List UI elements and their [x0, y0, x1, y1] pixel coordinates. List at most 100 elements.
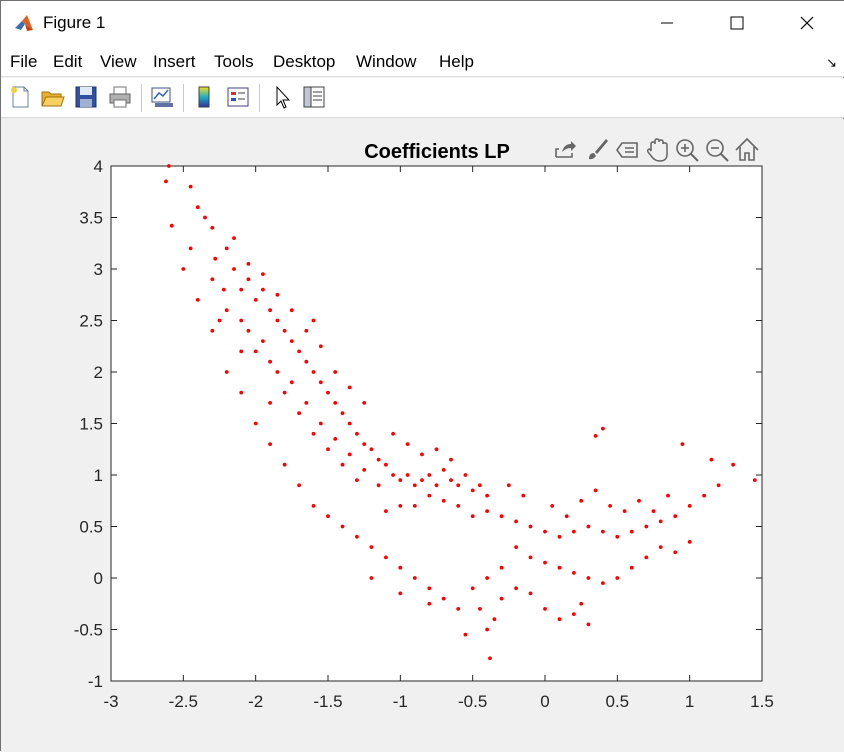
scatter-point: [543, 529, 547, 534]
brush-icon[interactable]: [583, 135, 611, 165]
scatter-point: [449, 457, 453, 462]
save-icon[interactable]: [73, 84, 99, 110]
menu-file[interactable]: File: [10, 52, 38, 71]
title-bar[interactable]: Figure 1: [1, 1, 844, 45]
property-inspector-icon[interactable]: [301, 84, 327, 110]
scatter-point: [362, 401, 367, 405]
scatter-point: [673, 550, 678, 555]
y-axis: -1 -0.5 0 0.5 1 1.5 2 2.5 3 3.5 4: [74, 157, 762, 691]
scatter-point: [203, 215, 207, 220]
window-title: Figure 1: [43, 13, 106, 32]
scatter-point: [521, 493, 526, 498]
scatter-point: [485, 493, 489, 498]
export-icon[interactable]: [551, 135, 579, 165]
data-tips-icon[interactable]: [613, 135, 641, 165]
new-figure-icon[interactable]: [7, 84, 33, 110]
scatter-point: [253, 349, 258, 354]
scatter-point: [514, 519, 518, 524]
print-icon[interactable]: [107, 84, 133, 110]
scatter-point: [427, 601, 432, 606]
x-tick-label: 1: [685, 692, 694, 711]
x-tick-label: -0.5: [458, 692, 487, 711]
zoom-out-icon[interactable]: [703, 135, 731, 165]
menu-window[interactable]: Window: [356, 52, 417, 71]
scatter-point: [579, 601, 584, 606]
insert-legend-icon[interactable]: [225, 84, 251, 110]
scatter-point: [420, 478, 424, 482]
pan-icon[interactable]: [643, 135, 671, 165]
menu-view[interactable]: View: [100, 52, 137, 71]
scatter-point: [434, 447, 439, 452]
menu-desktop[interactable]: Desktop: [273, 52, 336, 71]
scatter-point: [164, 179, 168, 184]
scatter-point: [311, 431, 316, 436]
scatter-point: [528, 591, 533, 596]
scatter-point: [333, 437, 338, 441]
scatter-point: [268, 401, 272, 405]
scatter-point: [499, 514, 504, 519]
scatter-point: [253, 298, 258, 302]
y-tick-label: 1: [94, 466, 103, 485]
scatter-point: [369, 545, 374, 549]
scatter-point: [221, 287, 226, 292]
scatter-point: [318, 421, 323, 426]
scatter-point: [391, 473, 395, 477]
scatter-point: [311, 318, 316, 323]
scatter-point: [391, 431, 395, 436]
scatter-point: [232, 267, 236, 271]
insert-colorbar-icon[interactable]: [191, 84, 217, 110]
scatter-point: [195, 205, 200, 210]
scatter-point: [304, 401, 309, 405]
dock-figure-icon[interactable]: ↘: [826, 55, 837, 70]
scatter-point: [427, 473, 432, 477]
scatter-point: [318, 380, 323, 385]
scatter-point: [666, 493, 670, 498]
scatter-point: [456, 607, 461, 611]
edit-plot-icon[interactable]: [269, 84, 295, 110]
maximize-button[interactable]: [703, 1, 771, 45]
menu-edit[interactable]: Edit: [53, 52, 83, 71]
scatter-point: [629, 529, 634, 534]
zoom-in-icon[interactable]: [673, 135, 701, 165]
y-tick-label: -0.5: [74, 621, 103, 640]
figure-canvas[interactable]: -3 -2.5 -2 -1.5 -1 -0.5 0 0.5 1 1.5 -1 -0.5 0 0.5 1 1.…: [1, 119, 844, 752]
scatter-point: [412, 576, 417, 580]
scatter-point: [268, 308, 272, 313]
x-tick-label: 0.5: [606, 692, 630, 711]
scatter-point: [369, 576, 374, 580]
axes-box[interactable]: [110, 165, 763, 682]
scatter-point: [514, 586, 518, 591]
scatter-point: [347, 385, 352, 390]
scatter-point: [347, 452, 352, 457]
scatter-point: [651, 509, 656, 513]
scatter-point: [637, 498, 641, 503]
scatter-point: [449, 478, 453, 482]
scatter-point: [167, 164, 171, 168]
minimize-button[interactable]: [633, 1, 701, 45]
menu-help[interactable]: Help: [439, 52, 474, 71]
scatter-point: [405, 473, 410, 477]
matlab-icon: [13, 12, 35, 34]
close-button[interactable]: [773, 1, 841, 45]
scatter-point: [601, 529, 605, 534]
menu-insert[interactable]: Insert: [153, 52, 196, 71]
scatter-point: [217, 318, 222, 323]
scatter-point: [195, 298, 200, 302]
scatter-point: [463, 473, 468, 477]
scatter-point: [485, 627, 489, 632]
y-tick-label: 2: [94, 363, 103, 382]
scatter-point: [680, 442, 685, 446]
scatter-plot[interactable]: -3 -2.5 -2 -1.5 -1 -0.5 0 0.5 1 1.5 -1 -0.5 0 0.5 1 1.…: [1, 119, 844, 752]
open-file-icon[interactable]: [39, 84, 65, 110]
scatter-point: [499, 565, 504, 570]
scatter-point: [622, 509, 627, 513]
restore-view-icon[interactable]: [733, 135, 761, 165]
link-plot-icon[interactable]: [149, 84, 175, 110]
scatter-point: [326, 447, 330, 452]
menu-tools[interactable]: Tools: [214, 52, 254, 71]
scatter-point: [441, 498, 446, 503]
scatter-point: [412, 483, 417, 488]
y-tick-label: 3: [94, 260, 103, 279]
scatter-point: [239, 349, 244, 354]
